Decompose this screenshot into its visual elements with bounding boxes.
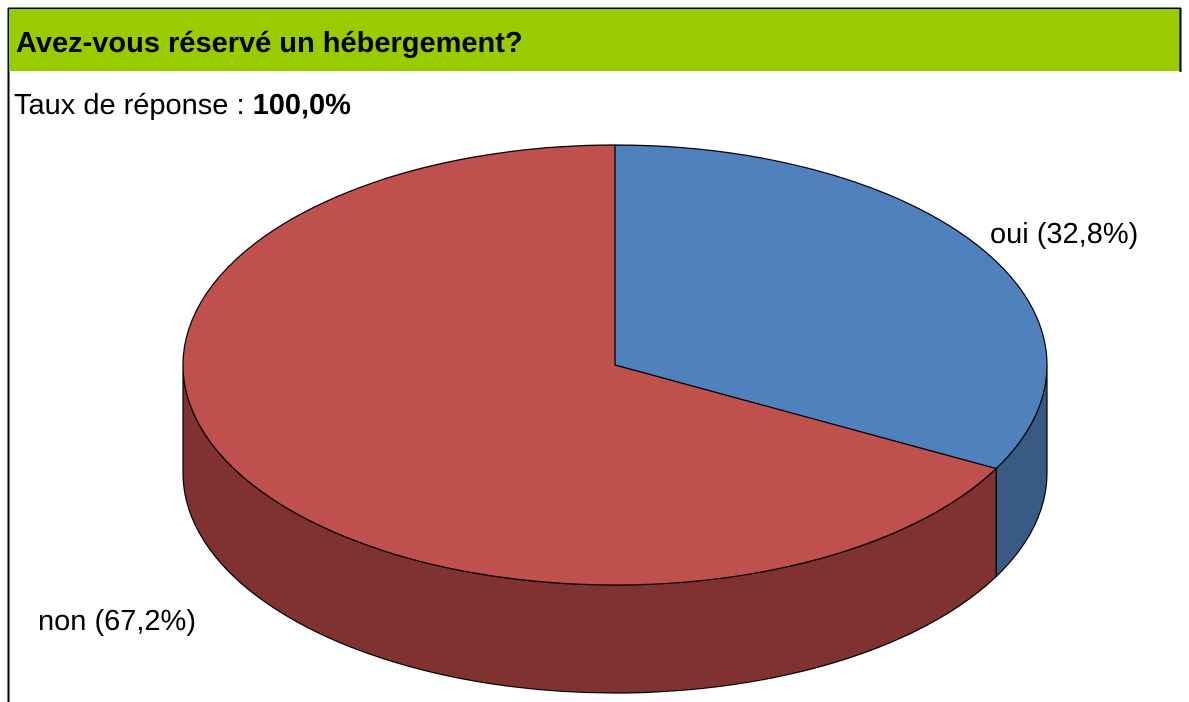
subtitle: Taux de réponse : 100,0% bbox=[14, 89, 351, 121]
header-bar bbox=[9, 9, 1181, 71]
pie-slice bbox=[182, 144, 998, 586]
subtitle-label: Taux de réponse : bbox=[14, 89, 245, 121]
chart-title: Avez-vous réservé un hébergement? bbox=[16, 27, 523, 59]
pie-slice bbox=[614, 144, 1048, 470]
subtitle-value: 100,0% bbox=[253, 89, 352, 121]
data-label: non (67,2%) bbox=[38, 605, 196, 637]
data-label: oui (32,8%) bbox=[990, 218, 1138, 250]
